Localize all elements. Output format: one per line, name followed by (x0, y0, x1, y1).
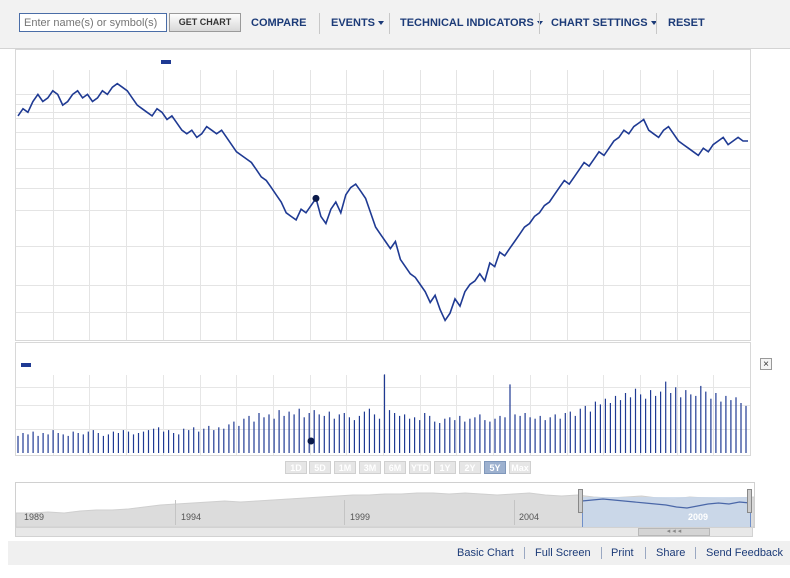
hover-marker (307, 437, 315, 445)
scrollbar-thumb[interactable]: ◂ ◂ ◂ (638, 528, 710, 536)
price-panel-grip-icon[interactable] (161, 60, 171, 64)
range-button-3m[interactable]: 3M (359, 461, 381, 474)
print-link[interactable]: Print (611, 547, 634, 559)
year-tick (514, 500, 515, 525)
range-button-5y[interactable]: 5Y (484, 461, 506, 474)
range-button-max[interactable]: Max (509, 461, 531, 474)
footer-divider (524, 547, 525, 559)
navigator-selection (582, 497, 750, 527)
share-link[interactable]: Share (656, 547, 686, 559)
events-label: EVENTS (331, 17, 376, 29)
events-menu[interactable]: EVENTS (331, 17, 385, 29)
navigator-overview-chart (16, 492, 754, 527)
chart-toolbar: GET CHART COMPARE EVENTS TECHNICAL INDIC… (0, 0, 790, 49)
range-button-2y[interactable]: 2Y (459, 461, 481, 474)
footer-divider (695, 547, 696, 559)
navigator-year-label: 2004 (519, 512, 540, 522)
volume-panel-grip-icon[interactable] (21, 363, 31, 367)
footer-bar (8, 541, 790, 565)
year-tick (175, 500, 176, 525)
navigator-selection-line (581, 498, 751, 509)
technical-indicators-menu[interactable]: TECHNICAL INDICATORS (400, 17, 543, 29)
chart-settings-label: CHART SETTINGS (551, 17, 648, 29)
year-tick (344, 500, 345, 525)
navigator-year-label: 1989 (24, 512, 45, 522)
hover-marker (312, 194, 320, 202)
navigator-scrollbar[interactable]: ◂ ◂ ◂ (15, 527, 753, 537)
send-feedback-link[interactable]: Send Feedback (706, 547, 784, 559)
range-button-1m[interactable]: 1M (334, 461, 356, 474)
close-icon[interactable]: × (760, 358, 772, 370)
range-button-1d[interactable]: 1D (285, 461, 307, 474)
technical-indicators-label: TECHNICAL INDICATORS (400, 17, 534, 29)
footer-divider (601, 547, 602, 559)
toolbar-divider (389, 13, 390, 34)
volume-chart[interactable] (16, 343, 750, 455)
range-button-ytd[interactable]: YTD (409, 461, 431, 474)
time-navigator[interactable] (15, 482, 755, 528)
symbol-search-input[interactable] (19, 13, 167, 32)
toolbar-divider (319, 13, 320, 34)
chart-settings-menu[interactable]: CHART SETTINGS (551, 17, 657, 29)
toolbar-divider (656, 13, 657, 34)
range-button-1y[interactable]: 1Y (434, 461, 456, 474)
chevron-down-icon (378, 21, 385, 26)
navigator-year-label: 1994 (181, 512, 202, 522)
toolbar-divider (539, 13, 540, 34)
chevron-down-icon (650, 21, 657, 26)
full-screen-link[interactable]: Full Screen (535, 547, 591, 559)
basic-chart-link[interactable]: Basic Chart (457, 547, 514, 559)
navigator-year-label: 1999 (350, 512, 371, 522)
get-chart-button[interactable]: GET CHART (169, 13, 241, 32)
navigator-selected-year-label: 2009 (688, 512, 709, 522)
price-series-line (17, 82, 748, 323)
price-chart[interactable] (16, 50, 750, 340)
navigator-right-handle[interactable] (747, 489, 752, 513)
navigator-left-handle[interactable] (578, 489, 583, 513)
compare-button[interactable]: COMPARE (251, 17, 307, 29)
reset-button[interactable]: RESET (668, 17, 705, 29)
range-button-5d[interactable]: 5D (309, 461, 331, 474)
footer-divider (645, 547, 646, 559)
range-button-6m[interactable]: 6M (384, 461, 406, 474)
price-chart-panel (15, 49, 751, 341)
volume-chart-panel (15, 342, 751, 456)
